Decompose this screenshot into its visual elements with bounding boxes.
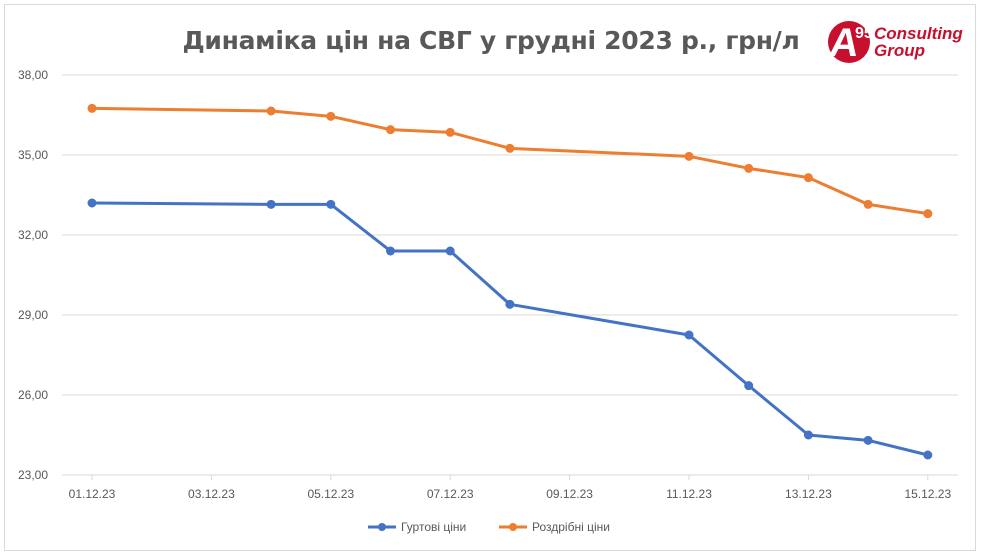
data-point-retail — [744, 163, 754, 173]
x-tick-label: 15.12.23 — [904, 487, 951, 501]
legend-marker-wholesale — [378, 523, 386, 531]
x-tick-label: 05.12.23 — [307, 487, 354, 501]
data-point-wholesale — [744, 381, 754, 391]
logo-number: 95 — [855, 25, 873, 42]
y-axis-ticks: 23,00 26,00 29,00 32,00 35,00 38,00 — [18, 68, 48, 482]
series-group — [87, 103, 933, 460]
data-point-wholesale — [684, 330, 694, 340]
data-point-retail — [266, 106, 276, 116]
data-point-retail — [445, 127, 455, 137]
x-tick-label: 03.12.23 — [188, 487, 235, 501]
data-point-wholesale — [505, 299, 515, 309]
chart-frame — [4, 4, 976, 551]
data-point-wholesale — [386, 246, 395, 256]
legend-marker-retail — [509, 523, 517, 531]
data-point-retail — [386, 125, 395, 135]
series-line-wholesale — [90, 201, 930, 457]
data-point-wholesale — [923, 450, 933, 460]
data-point-retail — [505, 143, 515, 153]
legend-label-wholesale: Гуртові ціни — [401, 520, 466, 534]
data-point-retail — [863, 199, 873, 209]
data-point-wholesale — [87, 198, 97, 208]
data-point-wholesale — [445, 246, 455, 256]
x-tick-label: 11.12.23 — [666, 487, 712, 501]
y-tick-label: 26,00 — [18, 388, 48, 402]
data-point-wholesale — [266, 199, 276, 209]
x-tick-label: 09.12.23 — [546, 487, 593, 501]
y-tick-label: 35,00 — [18, 148, 48, 162]
data-point-retail — [803, 173, 813, 183]
y-tick-label: 38,00 — [18, 68, 48, 82]
data-point-retail — [87, 103, 97, 113]
chart-title: Динаміка цін на СВГ у грудні 2023 р., гр… — [182, 26, 800, 55]
data-point-retail — [326, 111, 336, 121]
data-point-wholesale — [803, 430, 813, 440]
y-tick-label: 32,00 — [18, 228, 48, 242]
data-point-retail — [923, 209, 933, 219]
x-tick-label: 01.12.23 — [69, 487, 116, 501]
logo-mark: A 95 — [827, 21, 873, 65]
y-tick-label: 23,00 — [18, 468, 48, 482]
legend: Гуртові ціни Роздрібні ціни — [368, 520, 610, 534]
logo-line-1: Consulting — [874, 24, 963, 43]
x-axis-ticks: 01.12.23 03.12.23 05.12.23 07.12.23 09.12.23… — [69, 475, 951, 501]
gridlines — [62, 74, 958, 476]
x-tick-label: 07.12.23 — [427, 487, 474, 501]
legend-label-retail: Роздрібні ціни — [532, 520, 610, 534]
a95-logo: A 95 Consulting Group — [822, 18, 972, 68]
data-point-retail — [684, 151, 694, 161]
data-point-wholesale — [326, 199, 336, 209]
logo-line-2: Group — [874, 41, 925, 60]
logo-text: Consulting Group — [874, 25, 963, 59]
series-line-retail — [90, 106, 930, 216]
y-tick-label: 29,00 — [18, 308, 48, 322]
data-point-wholesale — [863, 435, 873, 445]
x-tick-label: 13.12.23 — [785, 487, 832, 501]
